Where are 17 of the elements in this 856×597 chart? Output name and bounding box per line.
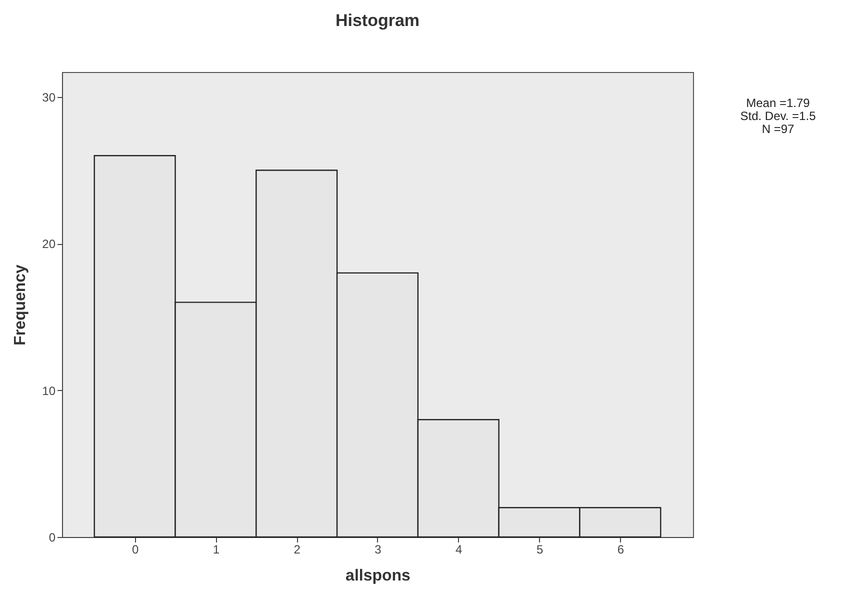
chart-title: Histogram — [335, 11, 420, 30]
x-tick-label: 2 — [294, 542, 301, 556]
text: N =97 — [760, 122, 796, 136]
x-tick-label: 4 — [456, 542, 463, 556]
y-tick-label: 30 — [42, 90, 56, 104]
x-axis-title: allspons — [346, 568, 411, 584]
y-tick-label: 10 — [42, 384, 56, 398]
x-tick-label: 6 — [617, 542, 624, 556]
x-tick-label: 1 — [212, 542, 220, 556]
y-tick-label: 20 — [42, 237, 56, 252]
x-tick-label: 3 — [374, 542, 382, 556]
y-tick-label: 0 — [48, 530, 56, 544]
x-tick-label: 0 — [132, 542, 139, 556]
text: Std. Dev. =1.5 — [739, 109, 817, 123]
x-tick-label: 5 — [536, 542, 544, 556]
text: Mean =1.79 — [745, 96, 811, 110]
y-axis-title: Frequency — [12, 264, 30, 346]
